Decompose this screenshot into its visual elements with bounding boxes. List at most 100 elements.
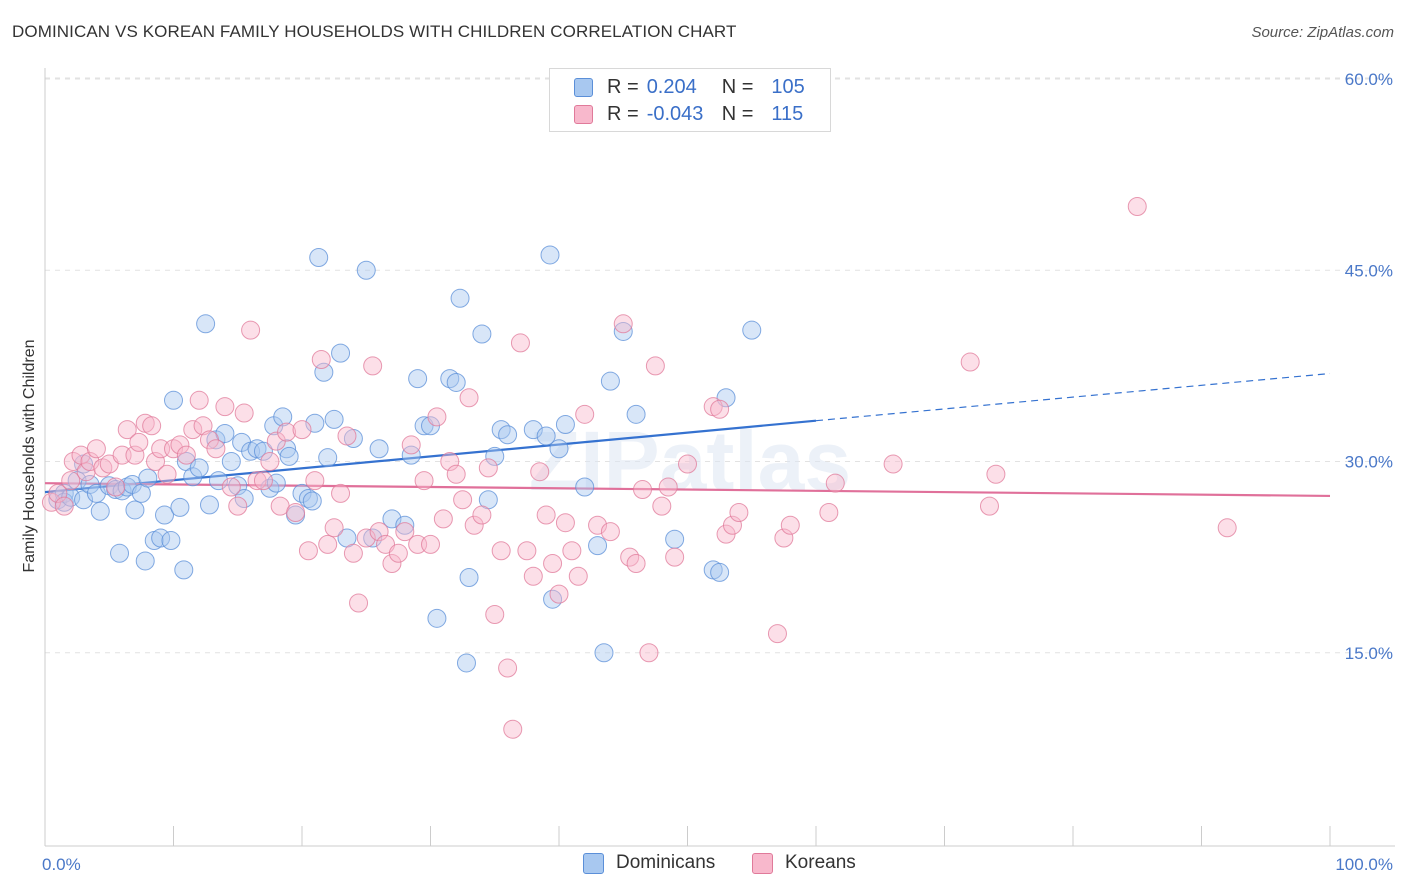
point-koreans [170,435,190,455]
point-dominicans [135,551,155,571]
legend-n-value: 105 [771,75,805,98]
point-dominicans [543,589,563,609]
legend-swatch-dominicans [574,77,593,97]
point-dominicans [174,560,194,580]
point-dominicans [600,371,620,391]
x-tick-label: 100.0% [1335,855,1393,874]
point-dominicans [575,477,595,497]
point-dominicans [314,362,334,382]
point-koreans [318,534,338,554]
point-koreans [1127,197,1147,216]
point-dominicans [742,320,762,340]
point-koreans [639,643,659,663]
point-koreans [146,452,166,471]
point-koreans [414,471,434,491]
point-koreans [549,584,569,604]
point-koreans [819,503,839,522]
point-koreans [206,439,226,459]
point-koreans [395,522,415,542]
trend-extension-dominicans [815,372,1331,422]
legend-row-dominicans: R = 0.204 N = 105 [574,75,805,99]
point-koreans [464,515,484,535]
point-koreans [453,490,473,510]
legend-label-dominicans: Dominicans [616,852,716,873]
y-tick-labels: 15.0% 30.0% 45.0% 60.0% [1345,70,1393,663]
point-dominicans [427,608,447,628]
point-koreans [510,333,530,353]
point-koreans [142,416,162,436]
point-dominicans [485,446,505,466]
y-tick-label: 15.0% [1345,644,1393,663]
legend-n-label: N = [721,75,754,98]
point-koreans [658,477,678,497]
point-dominicans [626,404,646,424]
point-dominicans [279,446,299,466]
point-dominicans [555,415,575,435]
point-koreans [63,452,83,471]
point-dominicans [196,314,216,334]
point-dominicans [309,248,329,267]
point-koreans [883,454,903,474]
y-tick-label: 30.0% [1345,453,1393,472]
point-koreans [157,464,177,484]
point-koreans [234,403,254,423]
point-dominicans [594,643,614,663]
point-koreans [106,477,126,497]
point-koreans [1217,518,1237,538]
point-koreans [626,554,646,573]
point-koreans [825,473,845,493]
y-tick-label: 45.0% [1345,261,1393,280]
point-koreans [960,352,980,372]
point-koreans [260,452,280,471]
point-koreans [774,528,794,548]
point-dominicans [446,372,466,392]
point-dominicans [540,245,560,265]
point-dominicans [161,531,181,551]
point-koreans [503,719,523,739]
point-koreans [298,541,318,561]
point-koreans [543,554,563,573]
point-koreans [517,541,537,561]
point-dominicans [588,536,608,556]
legend-r-value: -0.043 [646,102,704,125]
point-koreans [613,314,633,334]
point-koreans [568,566,588,586]
point-dominicans [199,495,219,515]
point-koreans [633,480,653,500]
axes [44,68,1395,847]
point-koreans [215,397,235,417]
point-koreans [125,445,145,465]
point-koreans [286,503,306,522]
point-koreans [401,435,421,455]
point-koreans [767,624,787,644]
point-dominicans [273,407,293,427]
point-koreans [117,420,137,440]
point-dominicans [318,448,338,468]
point-koreans [247,471,267,491]
point-koreans [331,483,351,503]
point-koreans [305,471,325,491]
point-koreans [491,541,511,561]
point-koreans [189,390,209,410]
point-koreans [780,515,800,535]
point-dominicans [292,483,312,503]
point-dominicans [324,409,344,429]
point-koreans [440,452,460,471]
point-koreans [446,464,466,484]
x-tick-label: 0.0% [42,855,81,874]
point-dominicans [170,497,190,517]
point-dominicans [356,260,376,280]
point-koreans [979,496,999,516]
point-koreans [277,422,297,442]
point-dominicans [549,439,569,459]
point-koreans [478,458,498,478]
trend-line-koreans [44,482,1331,498]
legend-swatch-koreans [752,852,773,874]
point-koreans [472,505,492,525]
source-label: Source: ZipAtlas.com [1251,24,1394,41]
point-dominicans [302,491,322,511]
point-dominicans [456,653,476,673]
point-koreans [324,518,344,538]
point-koreans [678,454,697,474]
